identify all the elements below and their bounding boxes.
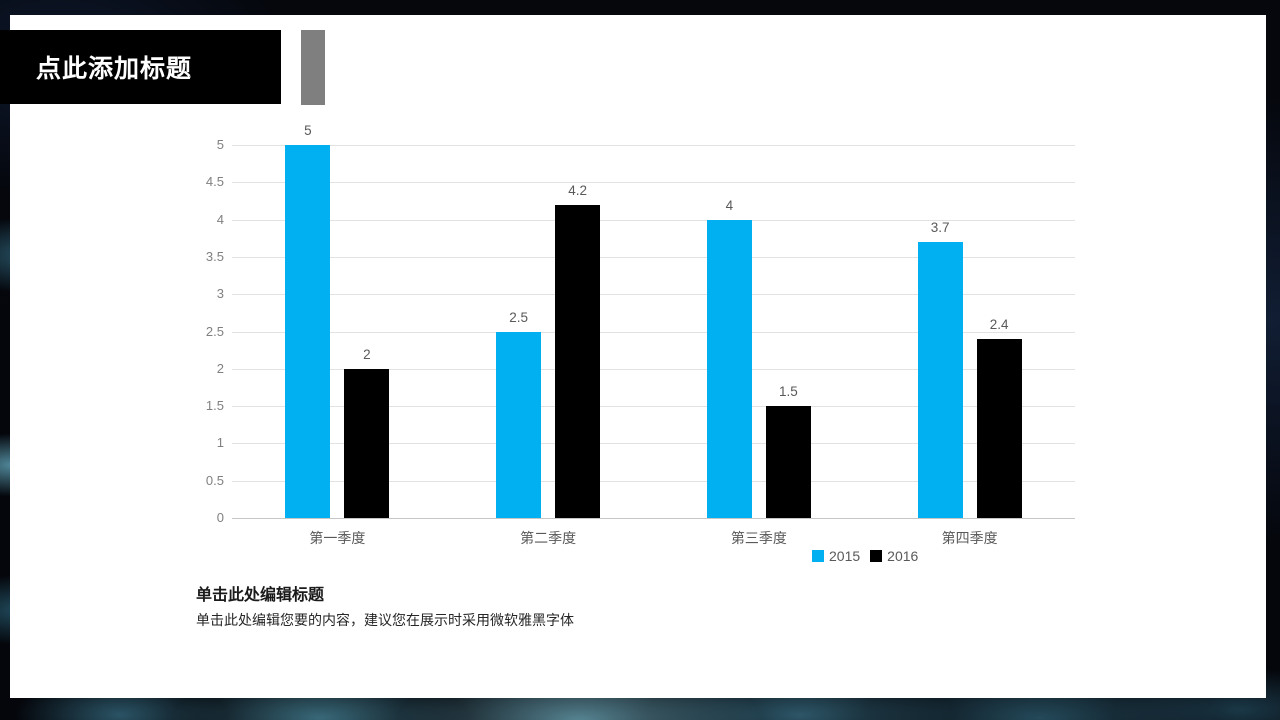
bar-2015-q1 [285, 145, 331, 518]
bar-2016-q3 [765, 406, 811, 518]
bar-2016-q4 [976, 338, 1022, 518]
legend-swatch-2016 [870, 550, 883, 562]
legend-item-2015: 2015 [812, 548, 860, 564]
gridline [232, 294, 1075, 296]
bar-2016-q1 [344, 368, 390, 518]
legend-label-2016: 2016 [887, 548, 919, 564]
gridline [232, 480, 1075, 482]
chart-legend: 2015 2016 [812, 548, 918, 564]
y-tick-label: 3.5 [205, 248, 224, 264]
y-tick-label: 2.5 [205, 323, 224, 339]
bar-value-label: 2.5 [509, 309, 529, 325]
content-panel [10, 15, 1266, 698]
x-axis-label: 第三季度 [730, 530, 787, 546]
gridline [232, 406, 1075, 408]
bar-value-label: 4 [725, 197, 734, 213]
slide-title-text: 点此添加标题 [36, 55, 193, 83]
y-tick-label: 5 [216, 137, 224, 152]
gridline [232, 331, 1075, 333]
slide-title-placeholder[interactable]: 点此添加标题 [0, 30, 281, 104]
bar-value-label: 5 [304, 123, 312, 138]
x-axis-label: 第二季度 [520, 530, 577, 546]
bar-2015-q3 [706, 219, 752, 518]
legend-swatch-2015 [812, 550, 824, 562]
y-tick-label: 1 [216, 435, 224, 451]
bar-value-label: 2 [363, 346, 371, 362]
gridline [232, 219, 1075, 221]
x-axis-label: 第一季度 [309, 530, 366, 546]
gridline [232, 182, 1075, 184]
bar-value-label: 1.5 [778, 384, 798, 400]
legend-label-2015: 2015 [829, 548, 861, 564]
bar-chart[interactable]: 0 0.5 1 1.5 2 2.5 3 3.5 4 4.5 5 5 2 第一季度 2.5 4.2 第二季度 4 1.… [206, 123, 1075, 546]
bar-value-label: 2.4 [989, 316, 1009, 332]
gridline [232, 368, 1075, 370]
bar-value-label: 3.7 [930, 219, 950, 235]
y-tick-label: 4 [216, 211, 224, 227]
y-tick-label: 2 [216, 360, 224, 376]
y-tick-label: 1.5 [205, 398, 224, 414]
bar-2015-q4 [917, 241, 963, 518]
bar-2015-q2 [496, 331, 542, 518]
y-tick-label: 0.5 [205, 472, 224, 488]
x-axis-line [232, 518, 1075, 519]
legend-item-2016: 2016 [870, 548, 918, 564]
title-accent-bar [301, 30, 325, 105]
y-tick-label: 4.5 [205, 174, 224, 190]
caption-title[interactable]: 单击此处编辑标题 [196, 587, 325, 604]
gridline [232, 145, 1075, 146]
caption-body[interactable]: 单击此处编辑您要的内容，建议您在展示时采用微软雅黑字体 [196, 612, 574, 628]
x-axis-label: 第四季度 [941, 530, 998, 546]
gridline [232, 443, 1075, 445]
gridline [232, 256, 1075, 258]
y-tick-label: 3 [216, 286, 224, 302]
y-tick-label: 0 [216, 510, 224, 525]
bar-2016-q2 [555, 204, 601, 518]
bar-value-label: 4.2 [568, 182, 588, 198]
